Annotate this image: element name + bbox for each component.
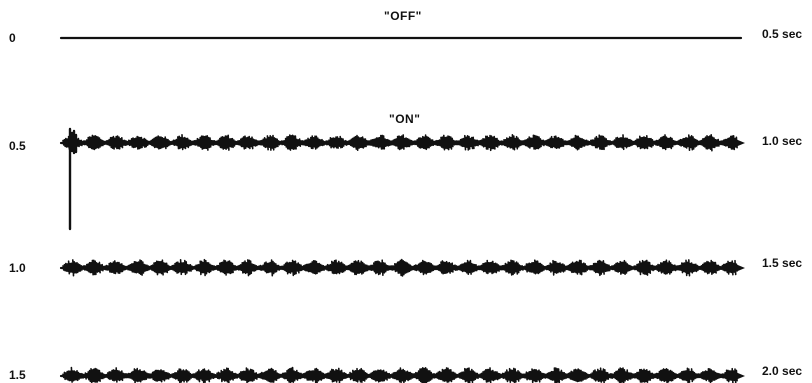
trace-end-label-1: 1.0 sec <box>762 134 803 148</box>
trace-signal-1 <box>62 134 738 152</box>
trace-start-label-0: 0 <box>9 31 16 45</box>
trace-2 <box>59 258 745 277</box>
trace-signal-3 <box>62 366 738 383</box>
trace-arrowhead-2 <box>733 263 745 273</box>
trace-3 <box>59 366 745 383</box>
traces-layer <box>59 36 745 383</box>
trace-signal-2 <box>62 258 738 277</box>
state-label-on: "ON" <box>389 112 421 126</box>
trace-end-label-2: 1.5 sec <box>762 256 803 270</box>
trace-1 <box>59 127 745 231</box>
trace-start-label-1: 0.5 <box>9 139 26 153</box>
trace-end-label-0: 0.5 sec <box>762 27 803 41</box>
trace-start-label-2: 1.0 <box>9 261 26 275</box>
trace-end-label-3: 2.0 sec <box>762 364 803 378</box>
trace-arrowhead-3 <box>733 371 745 381</box>
onset-spike <box>68 127 78 231</box>
state-label-off: "OFF" <box>384 9 422 23</box>
trace-arrowhead-1 <box>733 138 745 148</box>
trace-start-label-3: 1.5 <box>9 368 26 382</box>
